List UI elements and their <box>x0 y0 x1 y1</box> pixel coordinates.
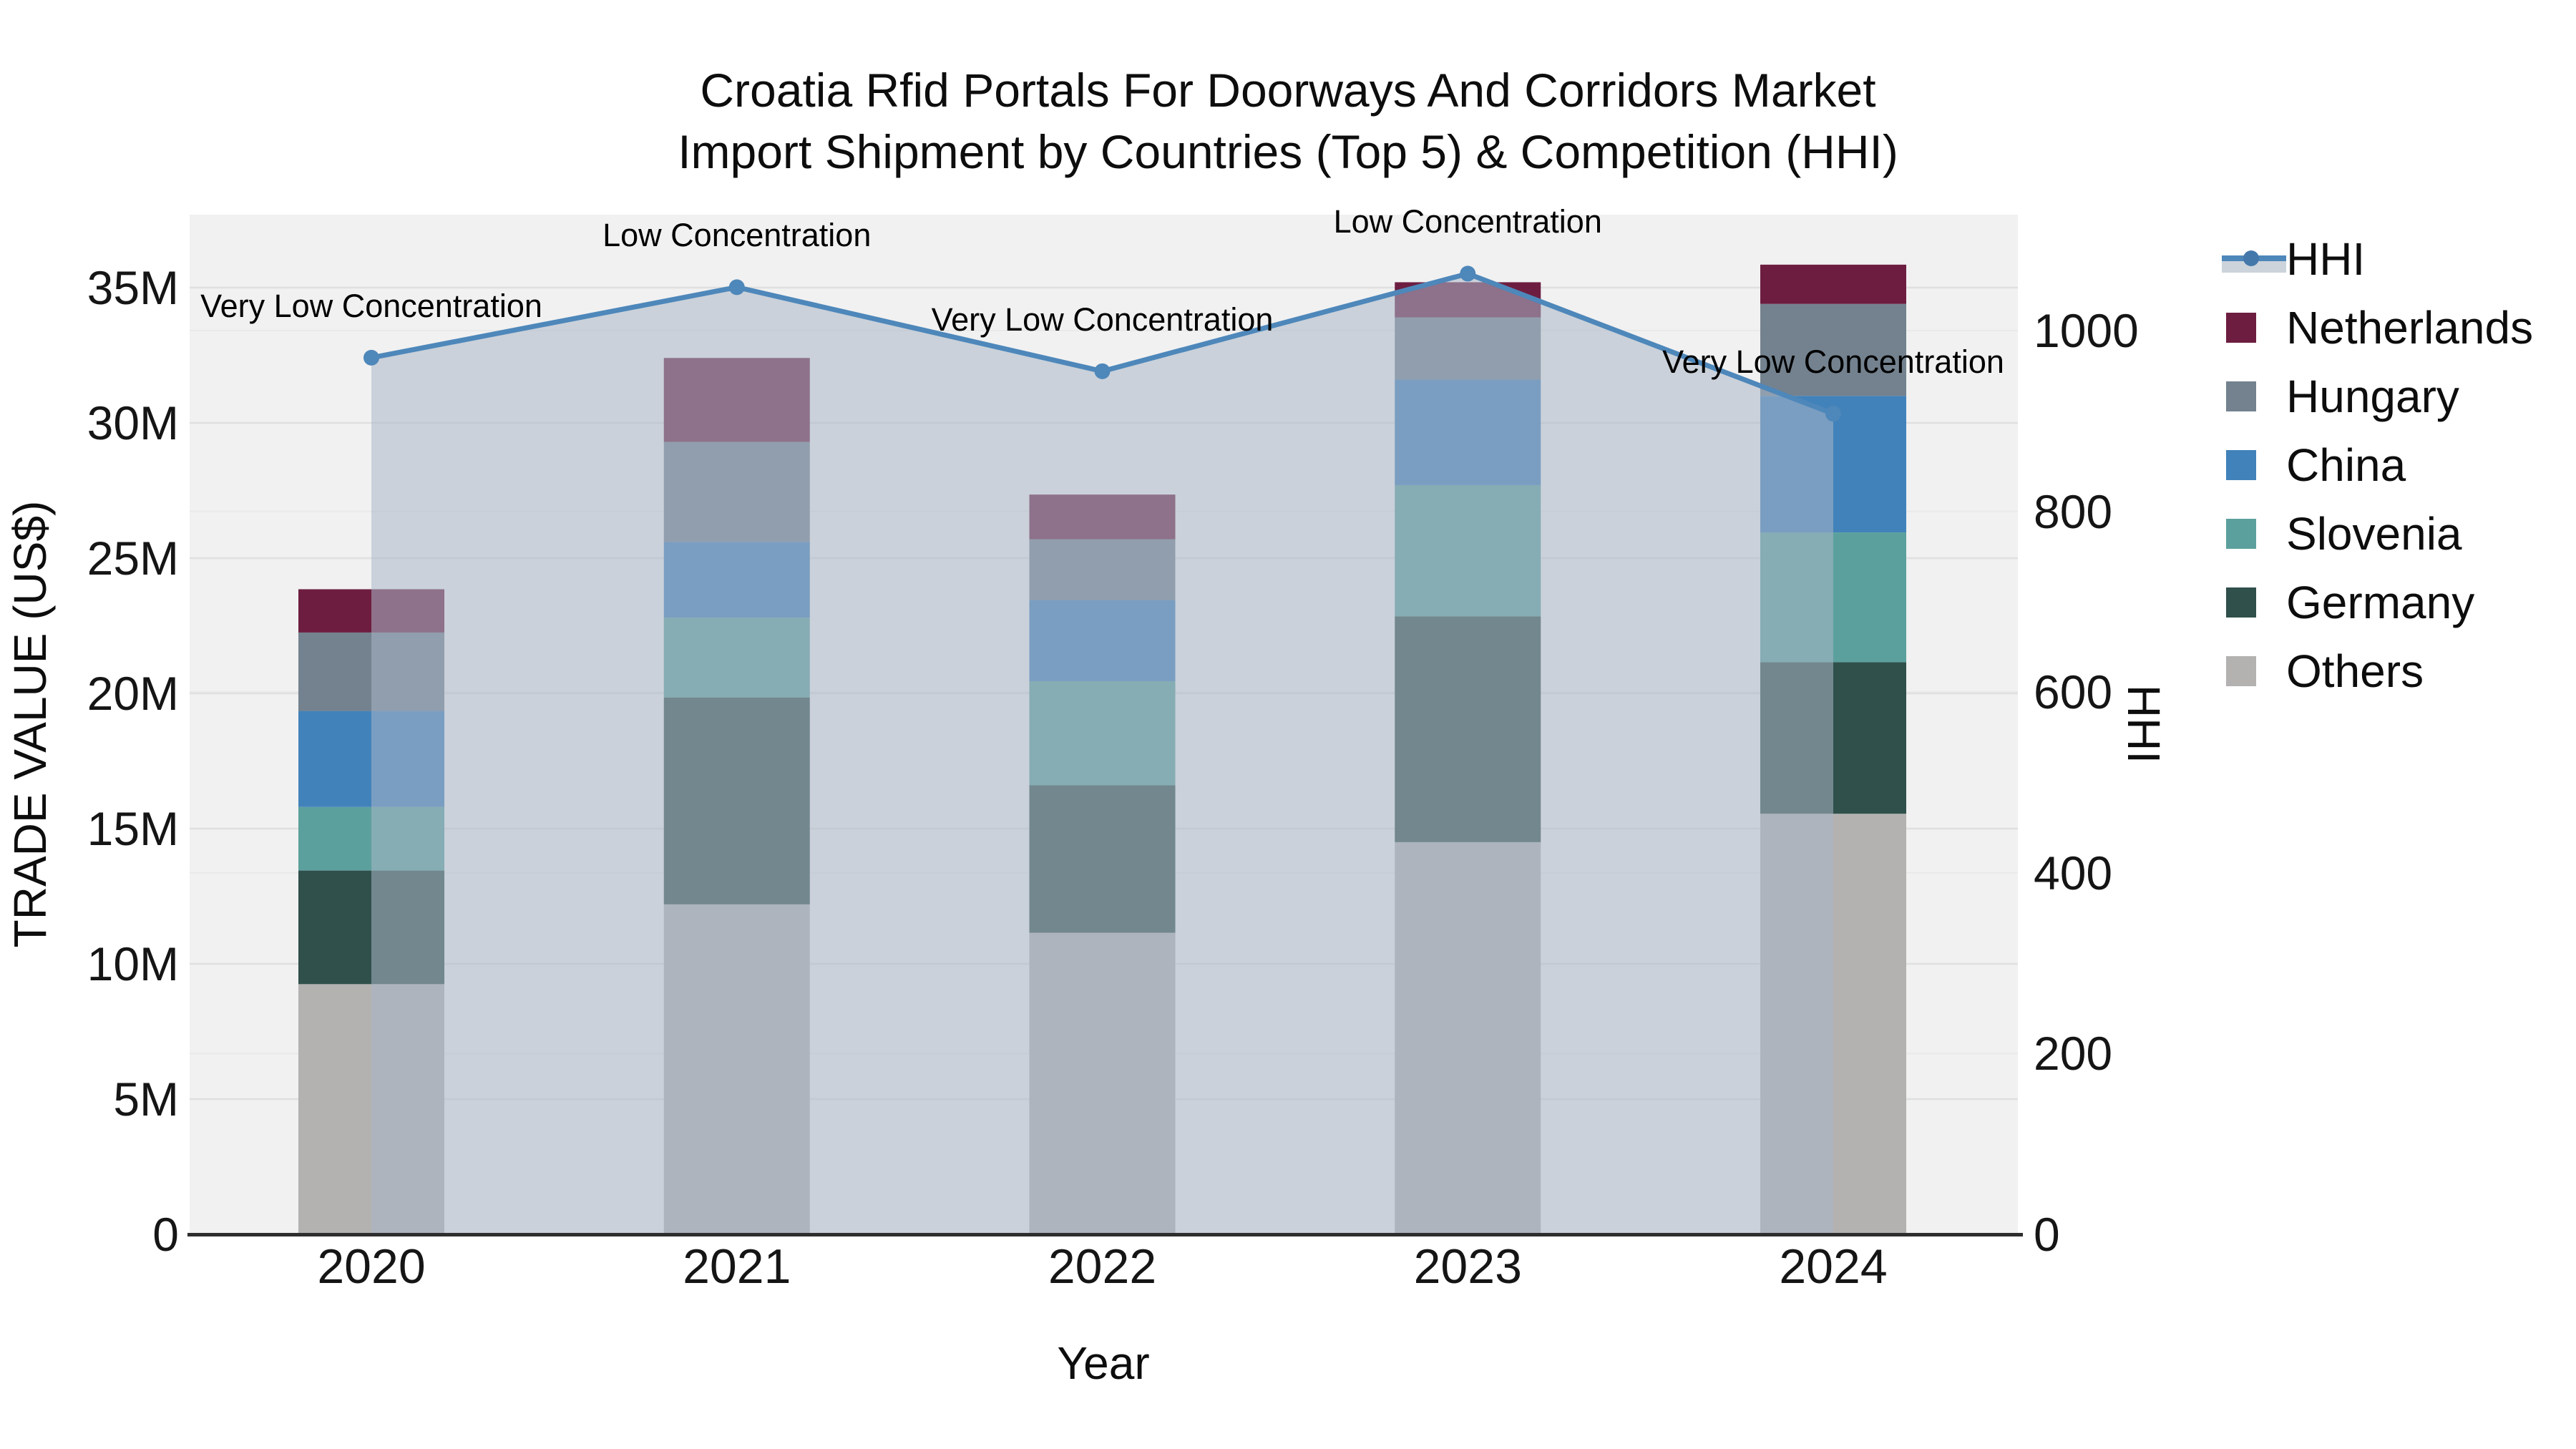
legend-item-netherlands: Netherlands <box>2222 302 2533 353</box>
x-tick-2022: 2022 <box>1048 1239 1157 1294</box>
annotation-2022: Very Low Concentration <box>931 301 1274 338</box>
right-axis-title: HHI <box>2118 684 2170 764</box>
hhi-marker-2024 <box>1825 406 1841 422</box>
x-axis-title: Year <box>1057 1337 1150 1389</box>
y-tick-left-15M: 15M <box>87 802 179 855</box>
annotation-2020: Very Low Concentration <box>200 287 542 324</box>
x-tick-2020: 2020 <box>317 1239 426 1294</box>
hhi-marker-2023 <box>1460 265 1476 282</box>
x-tick-2021: 2021 <box>683 1239 791 1294</box>
annotation-2024: Very Low Concentration <box>1662 343 2004 381</box>
annotation-2023: Low Concentration <box>1333 203 1602 240</box>
y-tick-left-10M: 10M <box>87 937 179 990</box>
legend-color-patch-icon <box>2226 313 2256 343</box>
legend-label: China <box>2286 439 2406 491</box>
legend-swatch-patch-icon <box>2222 518 2286 550</box>
legend-swatch-line-area-icon <box>2222 243 2286 275</box>
y-tick-right-600: 600 <box>2034 665 2113 719</box>
legend-color-patch-icon <box>2226 450 2256 480</box>
chart-title: Croatia Rfid Portals For Doorways And Co… <box>0 59 2576 182</box>
legend-swatch-patch-icon <box>2222 449 2286 481</box>
y-tick-right-1000: 1000 <box>2034 304 2139 357</box>
legend-color-patch-icon <box>2226 519 2256 549</box>
hhi-area-fill <box>371 273 1833 1234</box>
x-axis-line <box>187 1233 2023 1236</box>
annotation-2021: Low Concentration <box>602 217 872 254</box>
legend-item-germany: Germany <box>2222 577 2474 628</box>
legend-item-slovenia: Slovenia <box>2222 508 2462 560</box>
legend-item-china: China <box>2222 439 2406 491</box>
hhi-marker-swatch-icon <box>2243 250 2259 266</box>
y-tick-left-5M: 5M <box>113 1073 179 1126</box>
legend-label: HHI <box>2286 233 2366 285</box>
x-tick-2023: 2023 <box>1413 1239 1522 1294</box>
chart-title-line1: Croatia Rfid Portals For Doorways And Co… <box>700 64 1876 117</box>
y-tick-left-35M: 35M <box>87 261 179 314</box>
legend-label: Germany <box>2286 577 2475 628</box>
legend-item-others: Others <box>2222 645 2424 697</box>
hhi-marker-2022 <box>1094 363 1111 379</box>
y-tick-right-800: 800 <box>2034 484 2113 538</box>
legend-swatch-patch-icon <box>2222 587 2286 618</box>
y-tick-right-400: 400 <box>2034 846 2113 899</box>
legend-label: Others <box>2286 645 2424 697</box>
x-tick-2024: 2024 <box>1779 1239 1888 1294</box>
legend-swatch-patch-icon <box>2222 655 2286 687</box>
legend-color-patch-icon <box>2226 587 2256 618</box>
y-tick-right-200: 200 <box>2034 1027 2113 1080</box>
legend-label: Slovenia <box>2286 508 2462 560</box>
legend-swatch-patch-icon <box>2222 381 2286 412</box>
y-tick-left-25M: 25M <box>87 532 179 585</box>
legend-swatch-patch-icon <box>2222 312 2286 343</box>
legend-item-hhi: HHI <box>2222 233 2365 285</box>
legend-color-patch-icon <box>2226 381 2256 411</box>
y-tick-left-30M: 30M <box>87 396 179 449</box>
bar-segment-hungary-2024 <box>1760 303 1906 396</box>
hhi-area-swatch-icon <box>2222 260 2286 273</box>
hhi-marker-2021 <box>728 279 745 296</box>
y-tick-left-20M: 20M <box>87 667 179 720</box>
chart-title-line2: Import Shipment by Countries (Top 5) & C… <box>678 125 1898 178</box>
legend-item-hungary: Hungary <box>2222 371 2459 422</box>
legend-label: Hungary <box>2286 371 2459 422</box>
hhi-marker-2020 <box>364 349 379 366</box>
bar-segment-netherlands-2024 <box>1760 264 1906 304</box>
legend-color-patch-icon <box>2226 656 2256 686</box>
y-tick-right-0: 0 <box>2034 1208 2060 1261</box>
legend-label: Netherlands <box>2286 302 2534 353</box>
y-tick-left-0: 0 <box>152 1208 179 1261</box>
